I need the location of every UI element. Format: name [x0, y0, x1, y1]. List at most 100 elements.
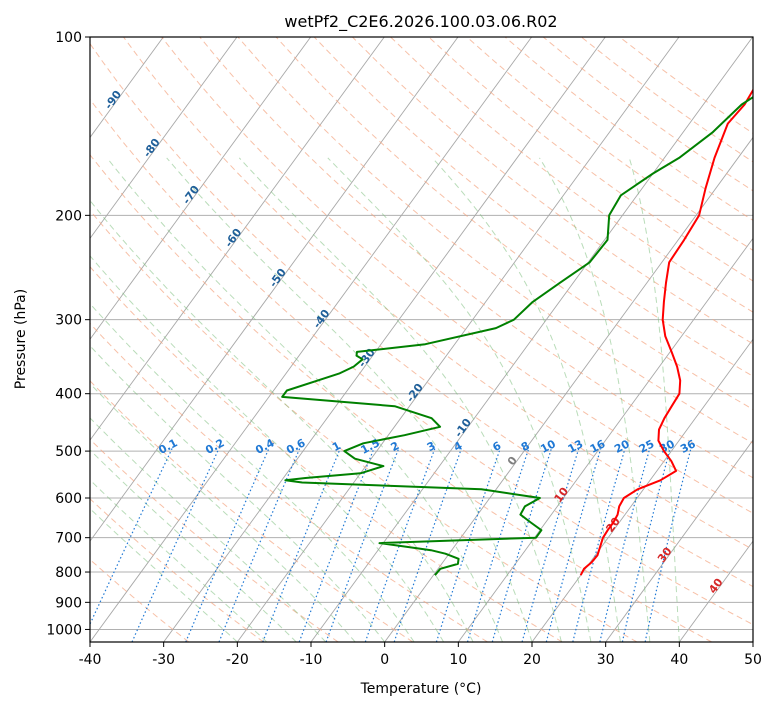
isotherm-label: 10	[552, 485, 572, 505]
plot-frame	[89, 36, 754, 643]
isotherm-gridline	[752, 641, 753, 642]
isotherm-gridline	[90, 37, 312, 341]
isotherm-gridline	[90, 37, 385, 441]
mixing-ratio-line	[185, 448, 270, 642]
y-tick-label: 400	[55, 387, 82, 403]
mixing-ratio-line	[298, 448, 375, 642]
dry-adiabat	[313, 37, 753, 377]
moist-adiabat	[327, 157, 592, 642]
isotherm-gridline	[605, 439, 753, 642]
dry-adiabat	[90, 153, 712, 642]
isotherm-label: -10	[452, 416, 474, 440]
dry-adiabat	[466, 37, 753, 251]
isotherm-label: -50	[267, 266, 289, 290]
temperature-profile-line	[579, 88, 753, 576]
mixing-ratio-line	[131, 448, 220, 642]
isotherm-label: -40	[310, 307, 332, 331]
moist-adiabat	[90, 479, 268, 642]
mixing-ratio-line	[218, 448, 301, 642]
mixing-ratio-line	[621, 448, 671, 642]
isotherm-gridline	[236, 37, 680, 642]
x-tick-label: -30	[152, 652, 175, 668]
isotherm-label: -70	[180, 183, 202, 207]
mixing-ratio-line	[393, 448, 462, 642]
x-tick-label: -10	[300, 652, 323, 668]
y-tick-label: 700	[55, 531, 82, 547]
x-tick-label: 50	[744, 652, 762, 668]
mixing-ratio-label: 25	[637, 437, 657, 456]
mixing-ratio-label: 0.1	[156, 436, 179, 457]
dry-adiabat	[90, 42, 753, 588]
mixing-ratio-label: 13	[566, 437, 586, 456]
isotherm-gridline	[457, 237, 753, 642]
x-tick-label: 10	[449, 652, 467, 668]
dry-adiabat	[90, 265, 563, 642]
moist-adiabat	[90, 345, 386, 642]
moist-adiabat	[106, 157, 503, 642]
mixing-ratio-line	[545, 448, 602, 642]
y-tick-label: 600	[55, 491, 82, 507]
mixing-ratio-label: 3	[425, 439, 438, 454]
x-tick-label: 20	[523, 652, 541, 668]
mixing-ratio-line	[644, 448, 692, 642]
mixing-ratio-line	[521, 448, 580, 642]
dry-adiabat	[90, 380, 414, 642]
dry-adiabat	[90, 98, 753, 626]
y-tick-label: 300	[55, 313, 82, 329]
mixing-ratio-label: 0.4	[253, 436, 277, 457]
mixing-ratio-line	[364, 448, 436, 642]
mixing-ratio-label: 10	[538, 437, 558, 456]
y-axis: 100 200 300 400 500 600 700 800 900 1000	[46, 30, 90, 638]
moist-adiabat	[90, 417, 327, 642]
contour-labels: 0.1 0.2 0.4 0.6 1 1.5 2 3 4 6 8 10 13 16 20 25 30 36-100-…	[90, 37, 726, 596]
dry-adiabat	[161, 37, 753, 514]
isotherm-label: 30	[655, 545, 675, 565]
isotherm-gridline	[90, 37, 533, 642]
mixing-ratio-label: 0.6	[284, 436, 308, 457]
mixing-ratio-label: 20	[612, 437, 632, 456]
y-tick-label: 900	[55, 595, 82, 611]
isotherm-label: 40	[706, 576, 726, 596]
moist-adiabat	[539, 157, 651, 642]
x-tick-label: 40	[670, 652, 688, 668]
dry-adiabat	[237, 37, 753, 444]
isotherm-gridline	[90, 37, 238, 240]
moist-adiabat	[90, 255, 445, 642]
moist-adiabat	[90, 507, 238, 642]
moist-adiabat	[431, 157, 621, 642]
y-tick-label: 800	[55, 565, 82, 581]
y-tick-label: 200	[55, 208, 82, 224]
chart-title: wetPf2_C2E6.2026.100.03.06.R02	[284, 12, 557, 32]
y-tick-label: 100	[55, 30, 82, 46]
x-tick-label: -20	[226, 652, 249, 668]
dry-adiabat	[619, 37, 753, 134]
isotherm-gridline	[163, 37, 606, 642]
dry-adiabat	[504, 37, 753, 221]
x-axis-label: Temperature (°C)	[360, 681, 482, 697]
mixing-ratio-line	[491, 448, 552, 642]
mixing-ratio-label: 16	[588, 437, 608, 456]
mixing-ratio-label: 30	[657, 437, 677, 456]
mixing-ratio-line	[466, 448, 530, 642]
moist-adiabat	[628, 157, 680, 642]
mixing-ratio-line	[325, 448, 400, 642]
profile-series	[281, 88, 753, 576]
dry-adiabat	[90, 209, 638, 642]
isotherm-gridline	[531, 338, 753, 642]
mixing-ratio-line	[262, 448, 341, 642]
x-tick-label: 30	[597, 652, 615, 668]
mixing-ratio-label: 4	[452, 439, 465, 454]
mixing-ratio-label: 0.2	[203, 436, 226, 457]
moist-adiabat	[90, 199, 474, 642]
y-tick-label: 1000	[46, 622, 82, 638]
moist-adiabat	[90, 382, 356, 642]
mixing-ratio-line	[90, 448, 173, 626]
moist-adiabat	[166, 157, 533, 642]
dry-adiabat	[90, 498, 264, 642]
dry-adiabat	[90, 322, 488, 642]
mixing-ratio-line	[599, 448, 651, 642]
dry-adiabat	[275, 37, 753, 411]
mixing-ratio-label: 36	[678, 437, 698, 456]
mixing-ratio-label: 2	[389, 439, 402, 454]
